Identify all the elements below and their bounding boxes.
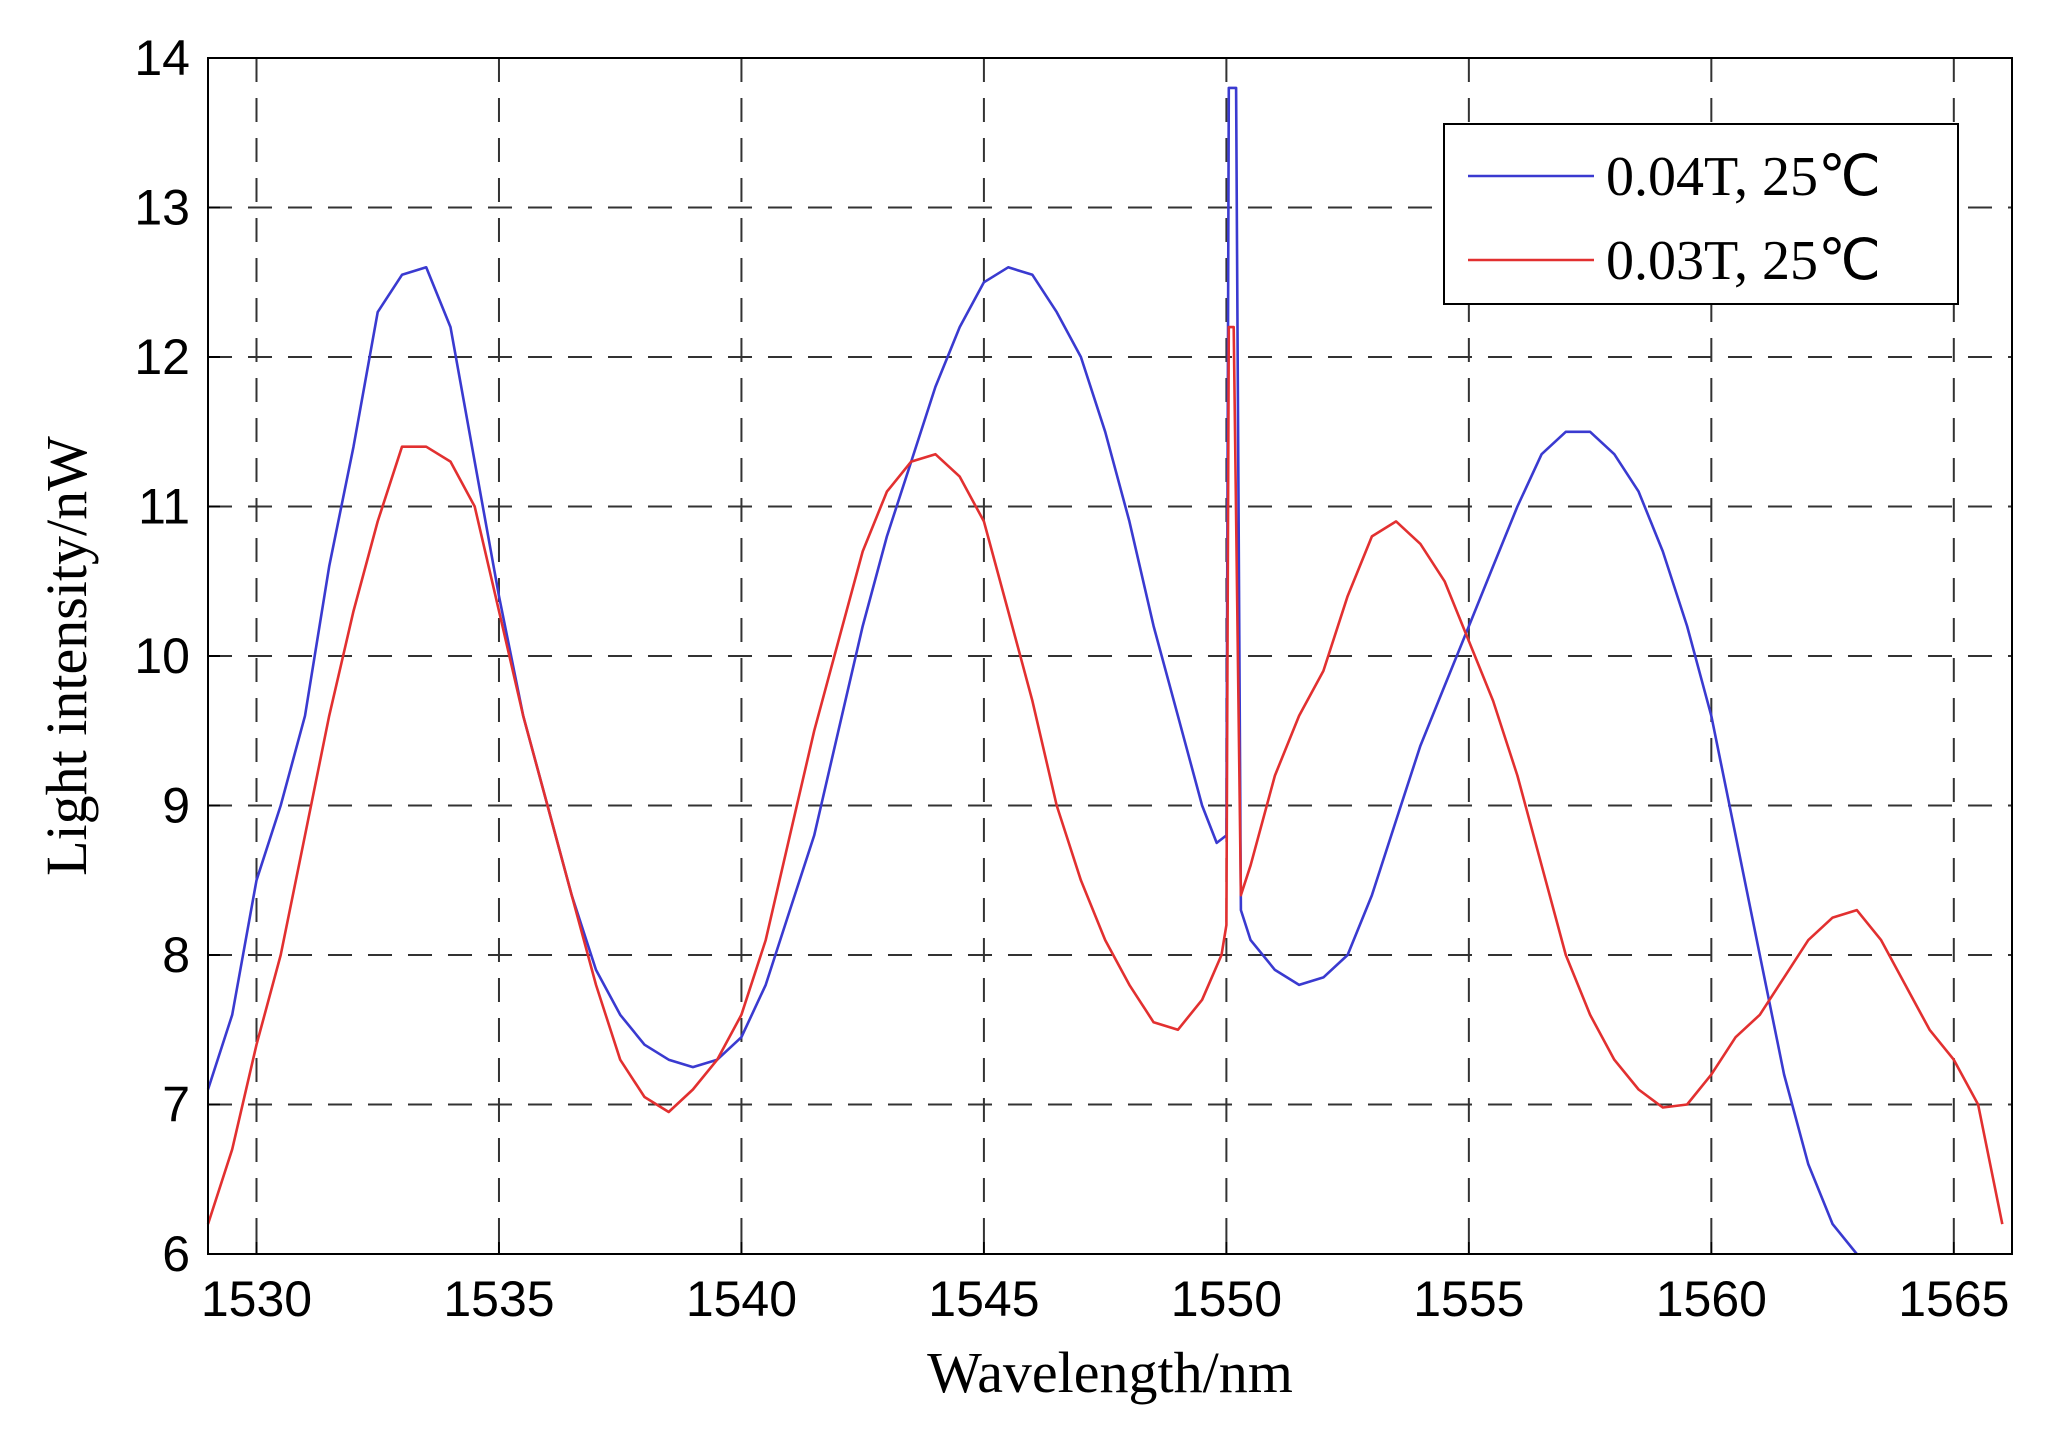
series-line-1	[206, 86, 1858, 1255]
y-tick-label: 13	[134, 180, 190, 236]
x-tick-labels: 1530 1535 1540 1545 1550 1555 1560 1565	[201, 1271, 2010, 1327]
series-layer	[206, 86, 2004, 1255]
series-line-2	[206, 325, 2004, 1225]
tick-marks	[208, 57, 1955, 1255]
y-tick-label: 7	[162, 1077, 190, 1133]
y-tick-labels: 6 7 8 9 10 11 12 13 14	[134, 30, 190, 1282]
y-tick-label: 10	[134, 628, 190, 684]
legend: 0.04T, 25℃ 0.03T, 25℃	[1443, 123, 1959, 305]
legend-label-series-2: 0.03T, 25℃	[1606, 230, 1881, 292]
y-tick-label: 9	[162, 778, 190, 834]
x-tick-label: 1540	[686, 1271, 797, 1327]
x-tick-label: 1555	[1413, 1271, 1524, 1327]
x-tick-label: 1545	[928, 1271, 1039, 1327]
y-axis-title: Light intensity/nW	[34, 436, 99, 876]
x-tick-label: 1535	[443, 1271, 554, 1327]
legend-box	[1443, 123, 1959, 305]
y-tick-label: 11	[138, 479, 190, 535]
y-tick-label: 6	[162, 1226, 190, 1282]
x-axis-title: Wavelength/nm	[927, 1340, 1293, 1405]
x-tick-label: 1550	[1171, 1271, 1282, 1327]
x-tick-label: 1530	[201, 1271, 312, 1327]
y-tick-label: 14	[134, 30, 190, 86]
legend-label-series-1: 0.04T, 25℃	[1606, 146, 1881, 208]
y-tick-label: 12	[134, 329, 190, 385]
x-tick-label: 1560	[1656, 1271, 1767, 1327]
x-tick-label: 1565	[1898, 1271, 2009, 1327]
y-tick-label: 8	[162, 927, 190, 983]
